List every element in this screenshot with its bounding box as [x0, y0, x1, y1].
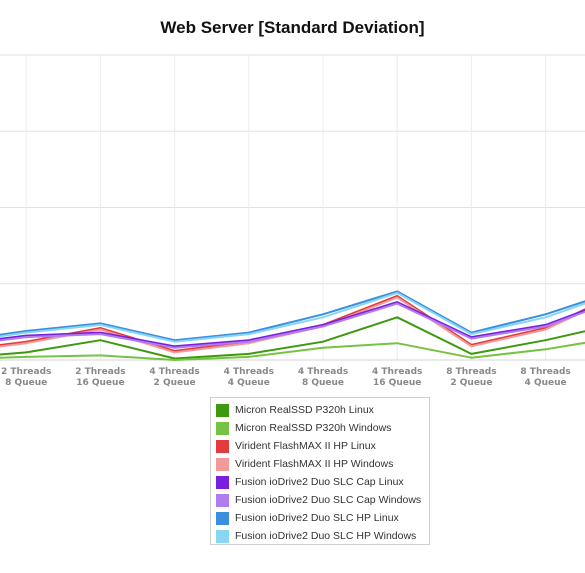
legend: Micron RealSSD P320h Linux Micron RealSSD… — [210, 397, 430, 545]
series-layer — [0, 290, 585, 361]
legend-swatch — [216, 511, 229, 525]
x-tick-label: 8 Threads 2 Queue — [446, 367, 496, 388]
x-tick-label: 4 Threads 2 Queue — [149, 367, 199, 388]
legend-swatch — [216, 493, 229, 507]
series-line-6 — [0, 302, 585, 349]
legend-item: Fusion ioDrive2 Duo SLC Cap Windows — [216, 491, 429, 509]
legend-label: Virident FlashMAX II HP Windows — [235, 458, 394, 470]
legend-label: Fusion ioDrive2 Duo SLC Cap Linux — [235, 476, 404, 488]
legend-item: Micron RealSSD P320h Windows — [216, 419, 429, 437]
legend-swatch — [216, 421, 229, 435]
series-line-4 — [0, 296, 585, 354]
x-tick-label: 8 Threads 4 Queue — [520, 367, 570, 388]
legend-swatch — [216, 529, 229, 543]
legend-swatch — [216, 475, 229, 489]
series-line-1 — [0, 316, 585, 360]
legend-item: Fusion ioDrive2 Duo SLC HP Windows — [216, 527, 429, 545]
grid — [0, 54, 585, 361]
legend-swatch — [216, 439, 229, 453]
legend-label: Fusion ioDrive2 Duo SLC HP Windows — [235, 530, 417, 542]
legend-label: Fusion ioDrive2 Duo SLC Cap Windows — [235, 494, 422, 506]
x-tick-label: 4 Threads 8 Queue — [298, 367, 348, 388]
legend-item: Virident FlashMAX II HP Linux — [216, 437, 429, 455]
legend-label: Micron RealSSD P320h Windows — [235, 422, 392, 434]
legend-label: Virident FlashMAX II HP Linux — [235, 440, 376, 452]
legend-item: Fusion ioDrive2 Duo SLC HP Linux — [216, 509, 429, 527]
legend-swatch — [216, 457, 229, 471]
legend-item: Micron RealSSD P320h Linux — [216, 401, 429, 419]
x-tick-label: 4 Threads 16 Queue — [372, 367, 422, 388]
chart-title: Web Server [Standard Deviation] — [160, 18, 425, 37]
x-tick-label: 2 Threads 16 Queue — [75, 367, 125, 388]
series-line-5 — [0, 301, 585, 348]
series-line-2 — [0, 341, 585, 361]
series-line-8 — [0, 291, 585, 343]
series-line-7 — [0, 290, 585, 342]
legend-item: Fusion ioDrive2 Duo SLC Cap Linux — [216, 473, 429, 491]
legend-swatch — [216, 403, 229, 417]
legend-label: Fusion ioDrive2 Duo SLC HP Linux — [235, 512, 399, 524]
x-tick-label: 2 Threads 8 Queue — [1, 367, 51, 388]
legend-label: Micron RealSSD P320h Linux — [235, 404, 374, 416]
series-line-3 — [0, 294, 585, 352]
legend-item: Virident FlashMAX II HP Windows — [216, 455, 429, 473]
x-tick-label: 4 Threads 4 Queue — [224, 367, 274, 388]
